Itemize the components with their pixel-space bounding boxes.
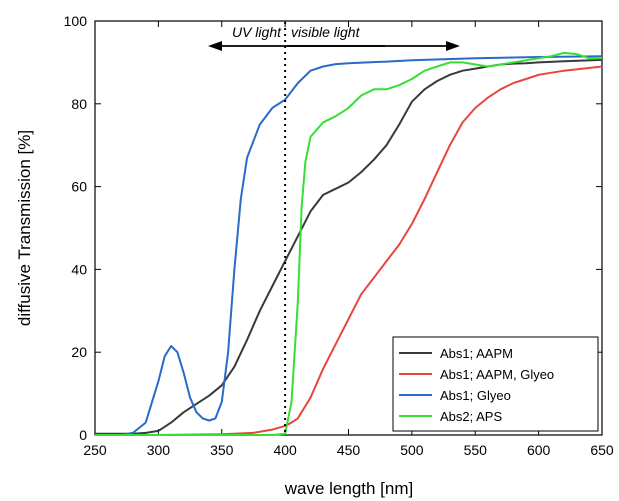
y-tick-label: 0	[79, 427, 87, 443]
y-tick-label: 80	[71, 96, 87, 112]
uv-arrowhead-icon	[208, 41, 222, 51]
x-tick-label: 550	[464, 442, 488, 458]
series-line-4	[95, 51, 602, 436]
axis-ticks: 250 300 350 400 450 500 550 600 650 0 20 40 60 80 100	[64, 13, 614, 458]
x-tick-label: 500	[400, 442, 424, 458]
x-axis-label: wave length [nm]	[284, 479, 414, 498]
legend-label-3: Abs1; Glyeo	[440, 388, 511, 403]
series-lines	[95, 51, 603, 436]
y-axis-label: diffusive Transmission [%]	[15, 130, 34, 326]
legend-label-1: Abs1; AAPM	[440, 346, 513, 361]
x-tick-label: 300	[147, 442, 171, 458]
x-tick-label: 650	[590, 442, 614, 458]
y-tick-label: 100	[64, 13, 88, 29]
legend: Abs1; AAPM Abs1; AAPM, Glyeo Abs1; Glyeo Ab…	[392, 336, 599, 432]
legend-label-4: Abs2; APS	[440, 409, 502, 424]
visible-arrowhead-icon	[446, 41, 460, 51]
x-tick-label: 450	[337, 442, 361, 458]
uv-light-label: UV light	[232, 24, 282, 40]
series-line-2	[95, 65, 603, 436]
x-tick-label: 600	[527, 442, 551, 458]
visible-light-label: visible light	[291, 24, 361, 40]
x-tick-label: 350	[210, 442, 234, 458]
series-line-3	[95, 55, 603, 436]
x-tick-label: 250	[83, 442, 107, 458]
y-tick-label: 60	[71, 179, 87, 195]
uv-visible-annotation: UV light visible light	[208, 24, 460, 51]
x-tick-label: 400	[273, 442, 297, 458]
legend-label-2: Abs1; AAPM, Glyeo	[440, 367, 554, 382]
y-tick-label: 40	[71, 261, 87, 277]
y-tick-label: 20	[71, 344, 87, 360]
